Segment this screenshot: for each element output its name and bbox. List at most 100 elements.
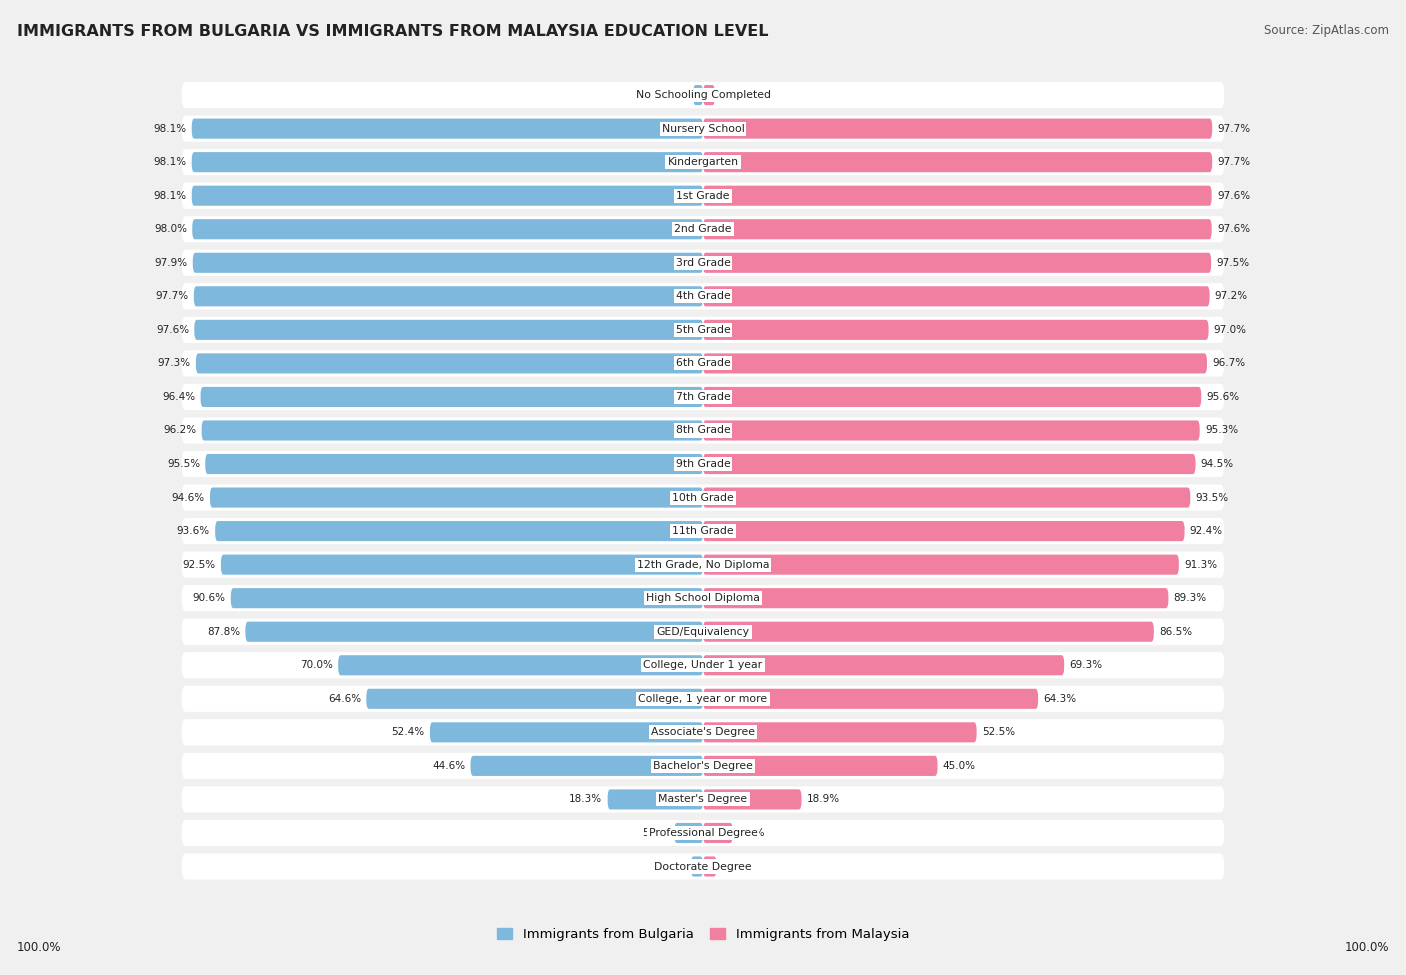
FancyBboxPatch shape xyxy=(181,720,1225,746)
Text: 2.6%: 2.6% xyxy=(721,862,748,872)
FancyBboxPatch shape xyxy=(703,353,1206,373)
Text: 4th Grade: 4th Grade xyxy=(676,292,730,301)
Text: 97.0%: 97.0% xyxy=(1213,325,1247,334)
Text: 97.2%: 97.2% xyxy=(1215,292,1249,301)
FancyBboxPatch shape xyxy=(339,655,703,676)
Text: 12th Grade, No Diploma: 12th Grade, No Diploma xyxy=(637,560,769,569)
Text: 18.3%: 18.3% xyxy=(569,795,602,804)
FancyBboxPatch shape xyxy=(703,320,1209,340)
FancyBboxPatch shape xyxy=(703,387,1201,407)
Text: GED/Equivalency: GED/Equivalency xyxy=(657,627,749,637)
Text: 95.5%: 95.5% xyxy=(167,459,200,469)
FancyBboxPatch shape xyxy=(181,685,1225,712)
FancyBboxPatch shape xyxy=(181,853,1225,879)
Text: Kindergarten: Kindergarten xyxy=(668,157,738,167)
Text: Doctorate Degree: Doctorate Degree xyxy=(654,862,752,872)
FancyBboxPatch shape xyxy=(367,688,703,709)
Text: Bachelor's Degree: Bachelor's Degree xyxy=(652,760,754,771)
FancyBboxPatch shape xyxy=(703,253,1211,273)
FancyBboxPatch shape xyxy=(181,350,1225,376)
Text: 95.6%: 95.6% xyxy=(1206,392,1240,402)
FancyBboxPatch shape xyxy=(246,622,703,642)
Text: 18.9%: 18.9% xyxy=(807,795,839,804)
Text: 2nd Grade: 2nd Grade xyxy=(675,224,731,234)
Text: 100.0%: 100.0% xyxy=(1344,941,1389,954)
FancyBboxPatch shape xyxy=(181,820,1225,846)
Text: 64.6%: 64.6% xyxy=(328,694,361,704)
Text: 2.3%: 2.3% xyxy=(659,862,686,872)
FancyBboxPatch shape xyxy=(703,185,1212,206)
FancyBboxPatch shape xyxy=(430,722,703,742)
Text: 1st Grade: 1st Grade xyxy=(676,191,730,201)
FancyBboxPatch shape xyxy=(703,588,1168,608)
Text: 93.5%: 93.5% xyxy=(1195,492,1229,502)
FancyBboxPatch shape xyxy=(703,219,1212,239)
FancyBboxPatch shape xyxy=(181,652,1225,679)
FancyBboxPatch shape xyxy=(471,756,703,776)
Text: 2.3%: 2.3% xyxy=(720,90,747,100)
FancyBboxPatch shape xyxy=(703,823,733,843)
Text: 95.3%: 95.3% xyxy=(1205,425,1239,436)
FancyBboxPatch shape xyxy=(181,451,1225,477)
Text: 86.5%: 86.5% xyxy=(1159,627,1192,637)
Text: 97.6%: 97.6% xyxy=(156,325,190,334)
Text: Source: ZipAtlas.com: Source: ZipAtlas.com xyxy=(1264,24,1389,37)
FancyBboxPatch shape xyxy=(690,856,703,877)
FancyBboxPatch shape xyxy=(703,688,1038,709)
FancyBboxPatch shape xyxy=(675,823,703,843)
FancyBboxPatch shape xyxy=(194,287,703,306)
FancyBboxPatch shape xyxy=(703,555,1178,574)
Text: 64.3%: 64.3% xyxy=(1043,694,1077,704)
FancyBboxPatch shape xyxy=(181,384,1225,410)
Text: 6th Grade: 6th Grade xyxy=(676,359,730,369)
Text: 98.1%: 98.1% xyxy=(153,157,187,167)
Text: Master's Degree: Master's Degree xyxy=(658,795,748,804)
Text: 52.4%: 52.4% xyxy=(391,727,425,737)
FancyBboxPatch shape xyxy=(193,253,703,273)
Text: 1.9%: 1.9% xyxy=(661,90,688,100)
Text: 7th Grade: 7th Grade xyxy=(676,392,730,402)
FancyBboxPatch shape xyxy=(181,284,1225,309)
Text: 3rd Grade: 3rd Grade xyxy=(675,257,731,268)
FancyBboxPatch shape xyxy=(201,420,703,441)
FancyBboxPatch shape xyxy=(703,756,938,776)
Text: 97.7%: 97.7% xyxy=(1218,157,1250,167)
FancyBboxPatch shape xyxy=(703,790,801,809)
FancyBboxPatch shape xyxy=(181,619,1225,644)
FancyBboxPatch shape xyxy=(181,182,1225,209)
Text: Nursery School: Nursery School xyxy=(662,124,744,134)
FancyBboxPatch shape xyxy=(195,353,703,373)
Text: 96.2%: 96.2% xyxy=(163,425,197,436)
Text: 5.5%: 5.5% xyxy=(643,828,669,838)
FancyBboxPatch shape xyxy=(181,317,1225,343)
FancyBboxPatch shape xyxy=(194,320,703,340)
FancyBboxPatch shape xyxy=(181,116,1225,141)
FancyBboxPatch shape xyxy=(181,250,1225,276)
Text: 45.0%: 45.0% xyxy=(943,760,976,771)
Text: 5.7%: 5.7% xyxy=(738,828,765,838)
Text: No Schooling Completed: No Schooling Completed xyxy=(636,90,770,100)
FancyBboxPatch shape xyxy=(205,454,703,474)
FancyBboxPatch shape xyxy=(215,521,703,541)
Text: College, 1 year or more: College, 1 year or more xyxy=(638,694,768,704)
Text: 70.0%: 70.0% xyxy=(299,660,333,670)
FancyBboxPatch shape xyxy=(703,119,1212,138)
FancyBboxPatch shape xyxy=(181,149,1225,176)
FancyBboxPatch shape xyxy=(181,216,1225,243)
Text: 94.6%: 94.6% xyxy=(172,492,205,502)
Text: College, Under 1 year: College, Under 1 year xyxy=(644,660,762,670)
FancyBboxPatch shape xyxy=(193,219,703,239)
FancyBboxPatch shape xyxy=(181,518,1225,544)
Legend: Immigrants from Bulgaria, Immigrants from Malaysia: Immigrants from Bulgaria, Immigrants fro… xyxy=(491,922,915,947)
Text: 91.3%: 91.3% xyxy=(1184,560,1218,569)
Text: 52.5%: 52.5% xyxy=(981,727,1015,737)
Text: 97.9%: 97.9% xyxy=(155,257,187,268)
Text: 97.6%: 97.6% xyxy=(1218,224,1250,234)
Text: 96.7%: 96.7% xyxy=(1212,359,1246,369)
FancyBboxPatch shape xyxy=(181,82,1225,108)
FancyBboxPatch shape xyxy=(703,622,1154,642)
Text: 98.1%: 98.1% xyxy=(153,191,187,201)
FancyBboxPatch shape xyxy=(221,555,703,574)
FancyBboxPatch shape xyxy=(231,588,703,608)
FancyBboxPatch shape xyxy=(703,856,717,877)
